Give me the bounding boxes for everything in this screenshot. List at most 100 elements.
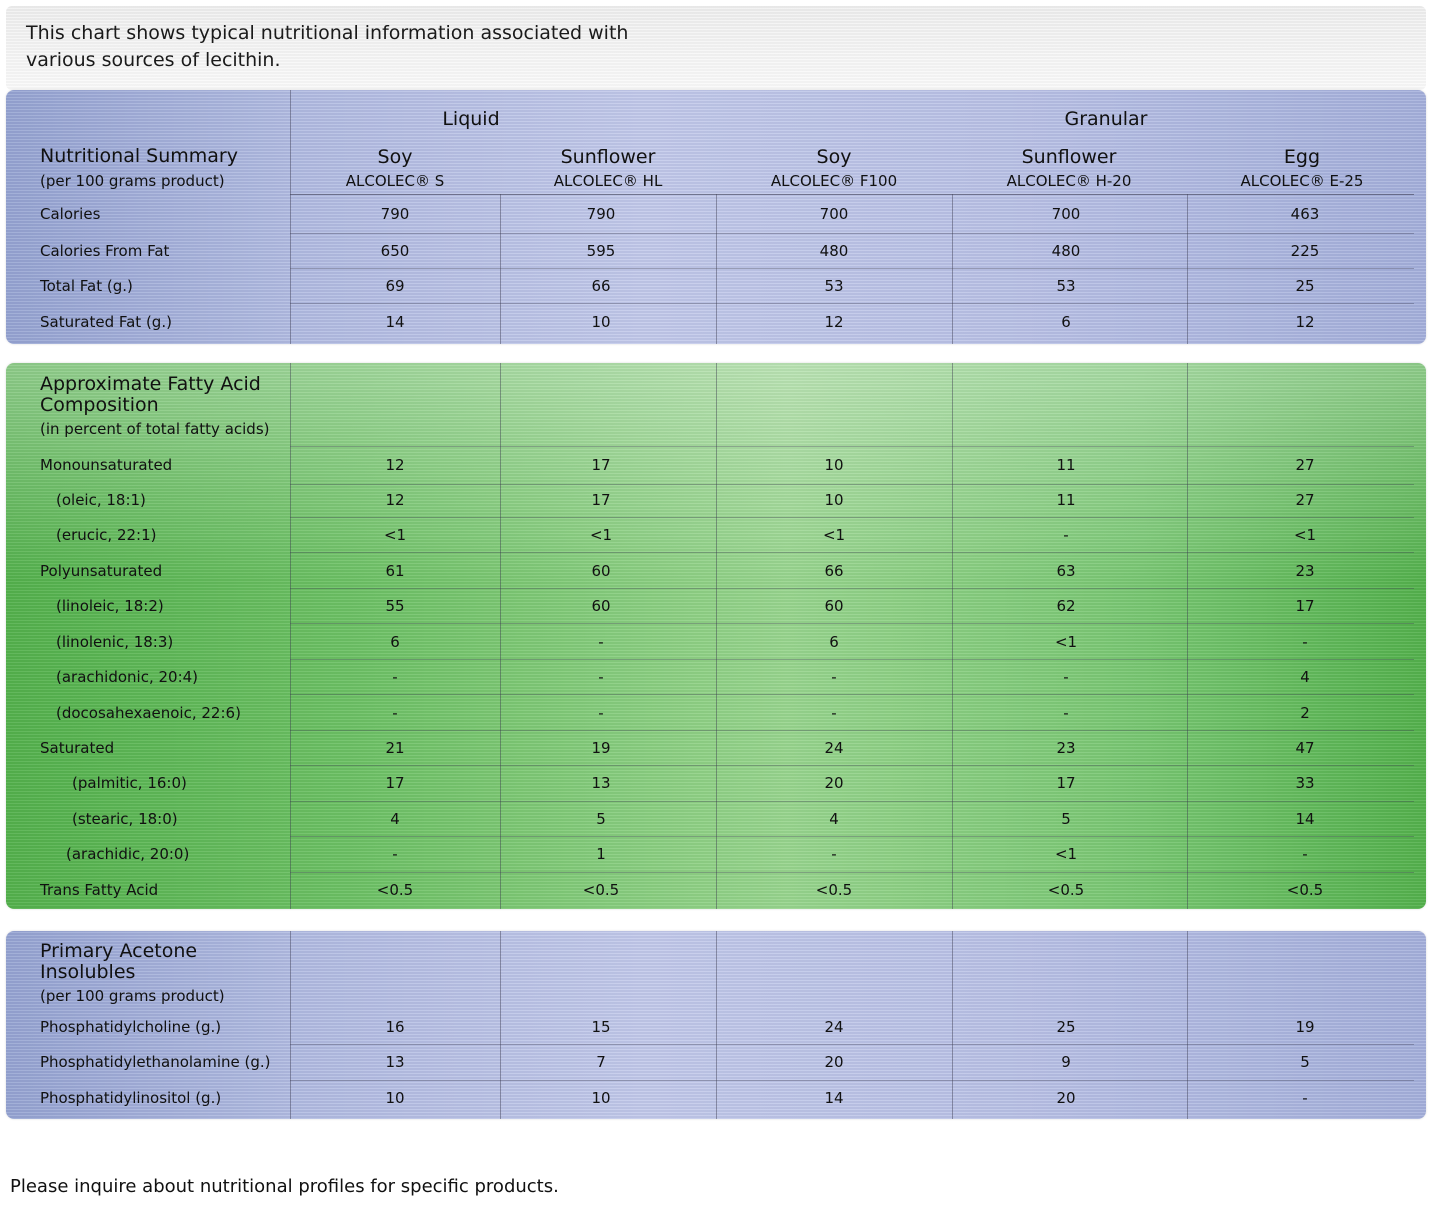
table-cell: 47 [1295, 739, 1315, 757]
table-cell: 1 [596, 845, 606, 863]
nutritional-summary-panel: Liquid Granular Nutritional Summary (per… [6, 90, 1426, 344]
nutritional-summary-title: Nutritional Summary [40, 145, 238, 167]
table-cell: <0.5 [815, 881, 853, 899]
table-cell: 20 [824, 1053, 844, 1071]
column-divider [290, 931, 291, 1119]
row-divider [290, 623, 1414, 624]
table-cell: 63 [1056, 562, 1076, 580]
row-divider [290, 233, 1414, 234]
table-cell: 2 [1300, 704, 1310, 722]
table-cell: 12 [385, 456, 405, 474]
row-label: Saturated Fat (g.) [40, 313, 172, 331]
table-cell: 12 [1295, 313, 1315, 331]
table-cell: 25 [1056, 1018, 1076, 1036]
column-source: Sunflower [560, 146, 656, 168]
column-divider [716, 194, 717, 344]
table-cell: 13 [385, 1053, 405, 1071]
table-cell: 17 [591, 456, 611, 474]
table-cell: 11 [1056, 491, 1076, 509]
table-cell: 225 [1290, 242, 1320, 260]
table-cell: 17 [1295, 597, 1315, 615]
row-label: Trans Fatty Acid [40, 881, 159, 899]
table-cell: - [392, 704, 398, 722]
footer-note: Please inquire about nutritional profile… [10, 1176, 559, 1197]
table-cell: <0.5 [376, 881, 414, 899]
acetone-insolubles-subtitle: (per 100 grams product) [40, 987, 225, 1005]
row-label: Saturated [40, 739, 115, 757]
row-divider [290, 446, 1414, 447]
table-cell: 12 [824, 313, 844, 331]
table-cell: 7 [596, 1053, 606, 1071]
row-label: (erucic, 22:1) [56, 526, 157, 544]
table-cell: 19 [591, 739, 611, 757]
table-cell: 17 [385, 774, 405, 792]
header-divider [290, 194, 1414, 195]
table-cell: 13 [591, 774, 611, 792]
table-cell: 21 [385, 739, 405, 757]
table-cell: - [598, 633, 604, 651]
acetone-insolubles-title-line2: Insolubles [40, 961, 136, 983]
row-label: (arachidonic, 20:4) [56, 668, 199, 686]
table-cell: 53 [824, 277, 844, 295]
row-divider [290, 836, 1414, 837]
row-divider [290, 588, 1414, 589]
table-cell: 10 [824, 491, 844, 509]
row-divider [290, 730, 1414, 731]
table-cell: 12 [385, 491, 405, 509]
table-cell: 27 [1295, 491, 1315, 509]
row-divider [290, 194, 1414, 195]
fatty-acid-title-line2: Composition [40, 394, 159, 416]
row-label: Phosphatidylinositol (g.) [40, 1089, 222, 1107]
row-label: Monounsaturated [40, 456, 173, 474]
row-divider [290, 268, 1414, 269]
table-cell: <1 [589, 526, 613, 544]
column-source: Egg [1283, 146, 1321, 168]
table-cell: 33 [1295, 774, 1315, 792]
column-divider [716, 363, 717, 909]
row-label: (palmitic, 16:0) [72, 774, 187, 792]
table-cell: 23 [1295, 562, 1315, 580]
row-divider [290, 1080, 1414, 1081]
table-cell: <1 [1054, 845, 1078, 863]
column-product: ALCOLEC® F100 [770, 172, 898, 190]
table-cell: 24 [824, 739, 844, 757]
row-divider [290, 801, 1414, 802]
table-cell: 10 [591, 313, 611, 331]
table-cell: 6 [390, 633, 400, 651]
column-product: ALCOLEC® HL [553, 172, 663, 190]
column-divider [716, 931, 717, 1119]
row-label: Polyunsaturated [40, 562, 163, 580]
column-divider [952, 194, 953, 344]
acetone-insolubles-panel: Primary Acetone Insolubles (per 100 gram… [6, 931, 1426, 1119]
table-cell: <1 [1293, 526, 1317, 544]
row-label: Calories [40, 205, 101, 223]
row-divider [290, 765, 1414, 766]
table-cell: 6 [829, 633, 839, 651]
column-product: ALCOLEC® E-25 [1240, 172, 1364, 190]
table-cell: - [392, 845, 398, 863]
table-cell: 10 [824, 456, 844, 474]
column-source: Soy [377, 146, 413, 168]
table-cell: 23 [1056, 739, 1076, 757]
row-divider [290, 694, 1414, 695]
column-divider [500, 931, 501, 1119]
table-cell: 463 [1290, 205, 1320, 223]
row-label: (arachidic, 20:0) [66, 845, 190, 863]
table-cell: 700 [819, 205, 849, 223]
table-cell: 66 [591, 277, 611, 295]
table-cell: - [831, 704, 837, 722]
acetone-insolubles-title: Primary Acetone [40, 940, 198, 962]
table-cell: - [831, 668, 837, 686]
table-cell: 650 [380, 242, 410, 260]
column-source: Soy [816, 146, 852, 168]
table-cell: 20 [1056, 1089, 1076, 1107]
table-cell: 480 [819, 242, 849, 260]
table-cell: 66 [824, 562, 844, 580]
table-cell: 6 [1061, 313, 1071, 331]
table-cell: - [1302, 633, 1308, 651]
fatty-acid-title: Approximate Fatty Acid [40, 373, 261, 395]
column-divider [290, 363, 291, 909]
table-cell: 16 [385, 1018, 405, 1036]
column-divider [500, 363, 501, 909]
table-cell: 9 [1061, 1053, 1071, 1071]
